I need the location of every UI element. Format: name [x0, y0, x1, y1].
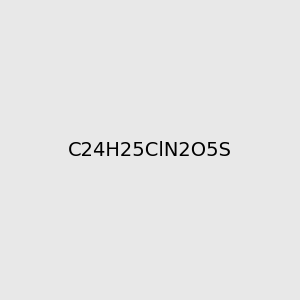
Text: C24H25ClN2O5S: C24H25ClN2O5S — [68, 140, 232, 160]
